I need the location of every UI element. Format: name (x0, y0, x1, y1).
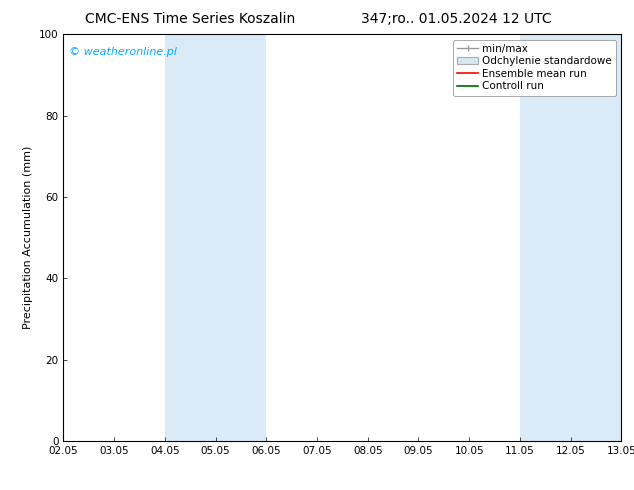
Y-axis label: Precipitation Accumulation (mm): Precipitation Accumulation (mm) (23, 146, 34, 329)
Bar (165, 34, 266, 441)
Legend: min/max, Odchylenie standardowe, Ensemble mean run, Controll run: min/max, Odchylenie standardowe, Ensembl… (453, 40, 616, 96)
Text: 347;ro.. 01.05.2024 12 UTC: 347;ro.. 01.05.2024 12 UTC (361, 12, 552, 26)
Bar (520, 34, 621, 441)
Text: CMC-ENS Time Series Koszalin: CMC-ENS Time Series Koszalin (85, 12, 295, 26)
Text: © weatheronline.pl: © weatheronline.pl (69, 47, 177, 56)
